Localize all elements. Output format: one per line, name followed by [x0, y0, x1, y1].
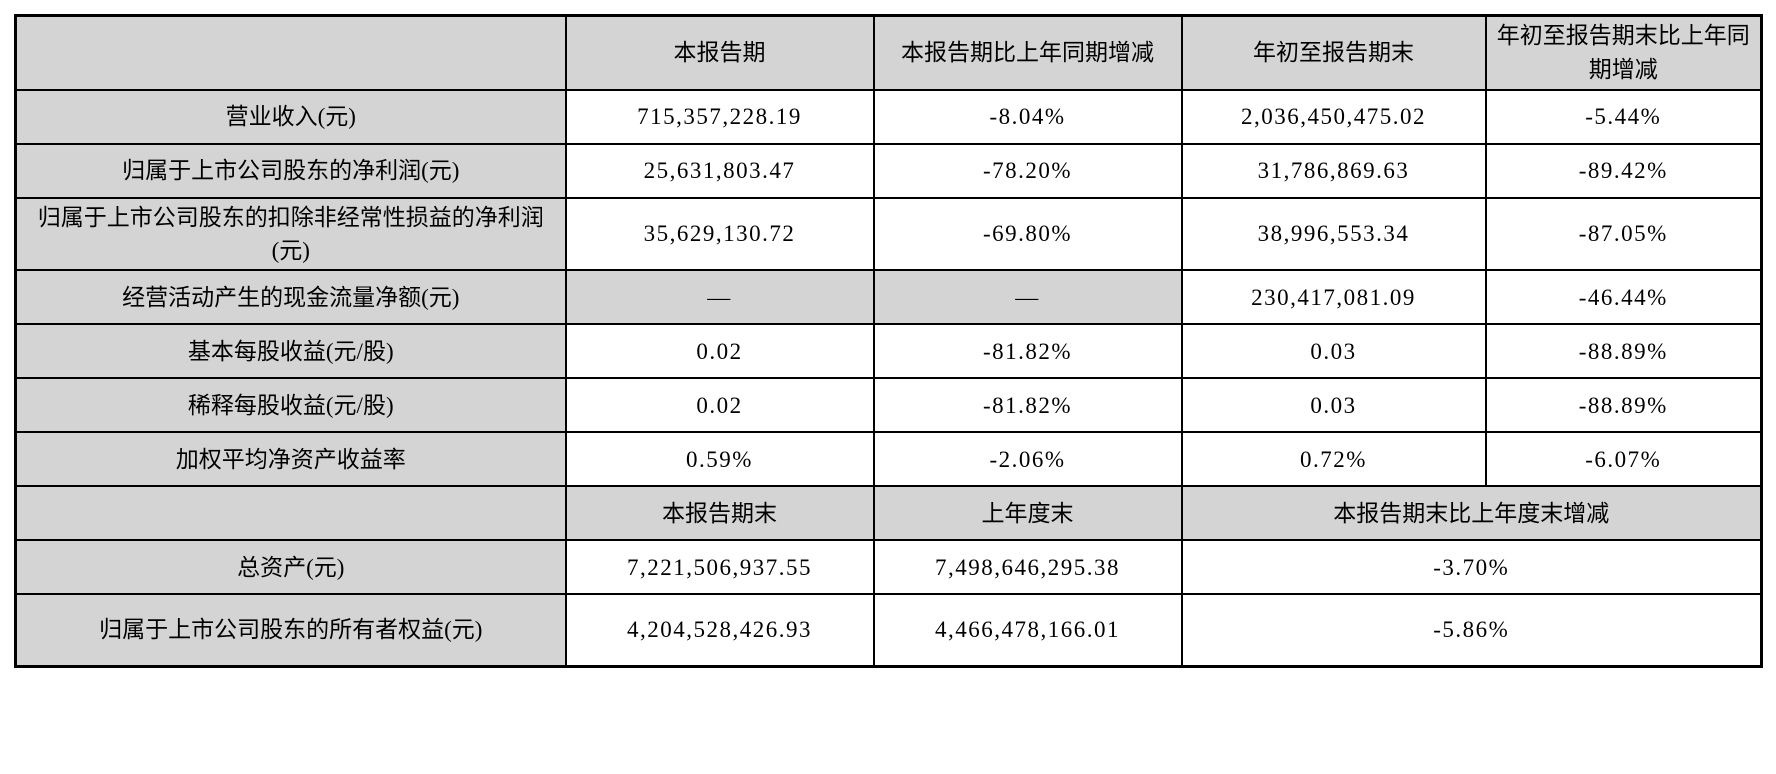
- cell-value: -81.82%: [872, 323, 1183, 380]
- table-row-net-profit: 归属于上市公司股东的净利润(元) 25,631,803.47 -78.20% 3…: [14, 142, 1763, 199]
- cell-value: 35,629,130.72: [564, 196, 875, 272]
- cell-value: 0.03: [1180, 377, 1487, 434]
- table-row-total-assets: 总资产(元) 7,221,506,937.55 7,498,646,295.38…: [14, 539, 1763, 596]
- cell-value: -8.04%: [872, 88, 1183, 145]
- cell-value: 25,631,803.47: [564, 142, 875, 199]
- table-row-basic-eps: 基本每股收益(元/股) 0.02 -81.82% 0.03 -88.89%: [14, 323, 1763, 380]
- cell-value: -87.05%: [1484, 196, 1763, 272]
- cell-value: -5.44%: [1484, 88, 1763, 145]
- header-row-period: 本报告期 本报告期比上年同期增减 年初至报告期末 年初至报告期末比上年同期增减: [14, 14, 1763, 91]
- cell-value: 0.02: [564, 377, 875, 434]
- row-label: 营业收入(元): [14, 88, 567, 145]
- table-row-net-profit-excl-nonrecurring: 归属于上市公司股东的扣除非经常性损益的净利润(元) 35,629,130.72 …: [14, 196, 1763, 272]
- cell-value: 7,221,506,937.55: [564, 539, 875, 596]
- cell-value: -78.20%: [872, 142, 1183, 199]
- cell-value: 715,357,228.19: [564, 88, 875, 145]
- cell-value: 0.03: [1180, 323, 1487, 380]
- cell-value: 0.02: [564, 323, 875, 380]
- table-row-shareholders-equity: 归属于上市公司股东的所有者权益(元) 4,204,528,426.93 4,46…: [14, 593, 1763, 668]
- column-header-prev-year-end: 上年度末: [872, 485, 1183, 542]
- cell-value: -3.70%: [1180, 539, 1763, 596]
- header-row-period-end: 本报告期末 上年度末 本报告期末比上年度末增减: [14, 485, 1763, 542]
- cell-value: 2,036,450,475.02: [1180, 88, 1487, 145]
- column-header-ytd: 年初至报告期末: [1180, 14, 1487, 91]
- cell-value: 0.72%: [1180, 431, 1487, 488]
- row-label: 归属于上市公司股东的净利润(元): [14, 142, 567, 199]
- financial-summary-table: 本报告期 本报告期比上年同期增减 年初至报告期末 年初至报告期末比上年同期增减 …: [14, 14, 1763, 668]
- cell-value: 38,996,553.34: [1180, 196, 1487, 272]
- row-label: 加权平均净资产收益率: [14, 431, 567, 488]
- cell-value: -2.06%: [872, 431, 1183, 488]
- table-row-revenue: 营业收入(元) 715,357,228.19 -8.04% 2,036,450,…: [14, 88, 1763, 145]
- corner-cell: [14, 485, 567, 542]
- cell-value: -6.07%: [1484, 431, 1763, 488]
- cell-value: -69.80%: [872, 196, 1183, 272]
- cell-value: 0.59%: [564, 431, 875, 488]
- table-row-operating-cash-flow: 经营活动产生的现金流量净额(元) — — 230,417,081.09 -46.…: [14, 269, 1763, 326]
- row-label: 总资产(元): [14, 539, 567, 596]
- column-header-yoy-change: 本报告期比上年同期增减: [872, 14, 1183, 91]
- cell-value: -88.89%: [1484, 377, 1763, 434]
- cell-value-na: —: [564, 269, 875, 326]
- cell-value: 4,204,528,426.93: [564, 593, 875, 668]
- table-row-diluted-eps: 稀释每股收益(元/股) 0.02 -81.82% 0.03 -88.89%: [14, 377, 1763, 434]
- column-header-period-end: 本报告期末: [564, 485, 875, 542]
- cell-value: 4,466,478,166.01: [872, 593, 1183, 668]
- row-label: 基本每股收益(元/股): [14, 323, 567, 380]
- row-label: 经营活动产生的现金流量净额(元): [14, 269, 567, 326]
- row-label: 归属于上市公司股东的所有者权益(元): [14, 593, 567, 668]
- row-label: 稀释每股收益(元/股): [14, 377, 567, 434]
- cell-value: -89.42%: [1484, 142, 1763, 199]
- cell-value: -81.82%: [872, 377, 1183, 434]
- corner-cell: [14, 14, 567, 91]
- row-label: 归属于上市公司股东的扣除非经常性损益的净利润(元): [14, 196, 567, 272]
- cell-value: -5.86%: [1180, 593, 1763, 668]
- column-header-change-vs-prev-year-end: 本报告期末比上年度末增减: [1180, 485, 1763, 542]
- cell-value: 31,786,869.63: [1180, 142, 1487, 199]
- column-header-ytd-yoy-change: 年初至报告期末比上年同期增减: [1484, 14, 1763, 91]
- cell-value-na: —: [872, 269, 1183, 326]
- cell-value: -88.89%: [1484, 323, 1763, 380]
- column-header-current-period: 本报告期: [564, 14, 875, 91]
- table-row-weighted-avg-roe: 加权平均净资产收益率 0.59% -2.06% 0.72% -6.07%: [14, 431, 1763, 488]
- cell-value: 230,417,081.09: [1180, 269, 1487, 326]
- cell-value: -46.44%: [1484, 269, 1763, 326]
- cell-value: 7,498,646,295.38: [872, 539, 1183, 596]
